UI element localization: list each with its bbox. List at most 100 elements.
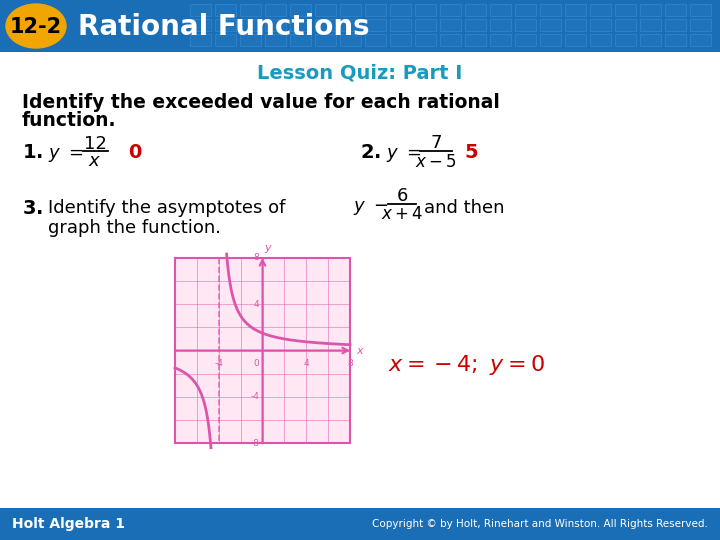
Text: $y\ -$: $y\ -$ bbox=[353, 199, 389, 217]
Bar bbox=[615, 19, 636, 31]
Bar bbox=[390, 34, 411, 46]
Bar bbox=[190, 19, 211, 31]
Text: $y\ =$: $y\ =$ bbox=[386, 146, 422, 164]
Bar bbox=[290, 4, 311, 16]
Text: function.: function. bbox=[22, 111, 117, 131]
Bar bbox=[240, 34, 261, 46]
Bar bbox=[190, 34, 211, 46]
Bar bbox=[590, 19, 611, 31]
Bar bbox=[290, 34, 311, 46]
Bar bbox=[265, 34, 286, 46]
Text: and then: and then bbox=[424, 199, 505, 217]
Text: x: x bbox=[356, 346, 363, 355]
Bar bbox=[290, 19, 311, 31]
Text: -8: -8 bbox=[251, 438, 259, 448]
Bar bbox=[490, 4, 511, 16]
Text: Copyright © by Holt, Rinehart and Winston. All Rights Reserved.: Copyright © by Holt, Rinehart and Winsto… bbox=[372, 519, 708, 529]
Text: 8: 8 bbox=[253, 253, 259, 262]
Bar bbox=[465, 34, 486, 46]
Bar bbox=[665, 34, 686, 46]
Text: -4: -4 bbox=[215, 359, 223, 368]
Bar bbox=[540, 19, 561, 31]
Bar bbox=[415, 34, 436, 46]
Bar bbox=[515, 34, 536, 46]
Bar bbox=[240, 4, 261, 16]
Text: Lesson Quiz: Part I: Lesson Quiz: Part I bbox=[257, 64, 463, 83]
Bar bbox=[390, 19, 411, 31]
Bar bbox=[415, 4, 436, 16]
Bar bbox=[265, 4, 286, 16]
Bar bbox=[490, 34, 511, 46]
Bar bbox=[540, 4, 561, 16]
Text: $\mathbf{3.}$: $\mathbf{3.}$ bbox=[22, 199, 43, 218]
Bar bbox=[515, 4, 536, 16]
Bar bbox=[440, 19, 461, 31]
Bar bbox=[315, 34, 336, 46]
Bar bbox=[175, 258, 350, 443]
Bar bbox=[690, 34, 711, 46]
Bar bbox=[465, 19, 486, 31]
Bar bbox=[565, 4, 586, 16]
Bar bbox=[690, 4, 711, 16]
Bar bbox=[0, 508, 720, 540]
Bar bbox=[0, 0, 720, 52]
Text: 6: 6 bbox=[396, 187, 408, 205]
Bar bbox=[390, 4, 411, 16]
Bar bbox=[565, 34, 586, 46]
Text: 7: 7 bbox=[431, 134, 442, 152]
Bar bbox=[490, 19, 511, 31]
Bar bbox=[615, 4, 636, 16]
Ellipse shape bbox=[6, 4, 66, 48]
Text: $x = -4;\ y = 0$: $x = -4;\ y = 0$ bbox=[388, 353, 545, 377]
Bar bbox=[465, 4, 486, 16]
Text: 0: 0 bbox=[128, 143, 141, 161]
Text: Identify the asymptotes of: Identify the asymptotes of bbox=[48, 199, 285, 217]
Text: graph the function.: graph the function. bbox=[48, 219, 221, 237]
Text: $\mathbf{1.}$: $\mathbf{1.}$ bbox=[22, 143, 43, 161]
Bar bbox=[640, 4, 661, 16]
Bar bbox=[440, 34, 461, 46]
Text: 4: 4 bbox=[303, 359, 309, 368]
Bar bbox=[265, 19, 286, 31]
Bar bbox=[615, 34, 636, 46]
Text: Holt Algebra 1: Holt Algebra 1 bbox=[12, 517, 125, 531]
Bar bbox=[565, 19, 586, 31]
Bar bbox=[640, 34, 661, 46]
Bar bbox=[215, 4, 236, 16]
Text: Identify the exceeded value for each rational: Identify the exceeded value for each rat… bbox=[22, 93, 500, 112]
Bar bbox=[340, 4, 361, 16]
Bar bbox=[365, 4, 386, 16]
Bar bbox=[590, 34, 611, 46]
Bar bbox=[690, 19, 711, 31]
Text: 5: 5 bbox=[464, 143, 477, 161]
Bar bbox=[215, 19, 236, 31]
Text: $x+4$: $x+4$ bbox=[381, 205, 423, 223]
Bar bbox=[540, 34, 561, 46]
Text: Rational Functions: Rational Functions bbox=[78, 13, 369, 41]
Text: $y\ =$: $y\ =$ bbox=[48, 146, 84, 164]
Bar bbox=[365, 19, 386, 31]
Bar bbox=[665, 19, 686, 31]
Bar bbox=[315, 4, 336, 16]
Text: 12-2: 12-2 bbox=[10, 17, 62, 37]
Text: 12: 12 bbox=[84, 135, 107, 153]
Bar bbox=[415, 19, 436, 31]
Text: $\mathbf{2.}$: $\mathbf{2.}$ bbox=[360, 143, 381, 161]
Bar bbox=[190, 4, 211, 16]
Text: 4: 4 bbox=[254, 300, 259, 309]
Text: -4: -4 bbox=[251, 392, 259, 401]
Text: $x$: $x$ bbox=[89, 152, 102, 170]
Text: $x-5$: $x-5$ bbox=[415, 153, 457, 171]
Bar bbox=[240, 19, 261, 31]
Bar bbox=[665, 4, 686, 16]
Bar bbox=[340, 34, 361, 46]
Bar bbox=[315, 19, 336, 31]
Bar bbox=[440, 4, 461, 16]
Bar bbox=[215, 34, 236, 46]
Text: 0: 0 bbox=[253, 359, 259, 368]
Text: y: y bbox=[264, 243, 271, 253]
Bar bbox=[340, 19, 361, 31]
Bar bbox=[515, 19, 536, 31]
Text: 8: 8 bbox=[347, 359, 353, 368]
Bar bbox=[640, 19, 661, 31]
